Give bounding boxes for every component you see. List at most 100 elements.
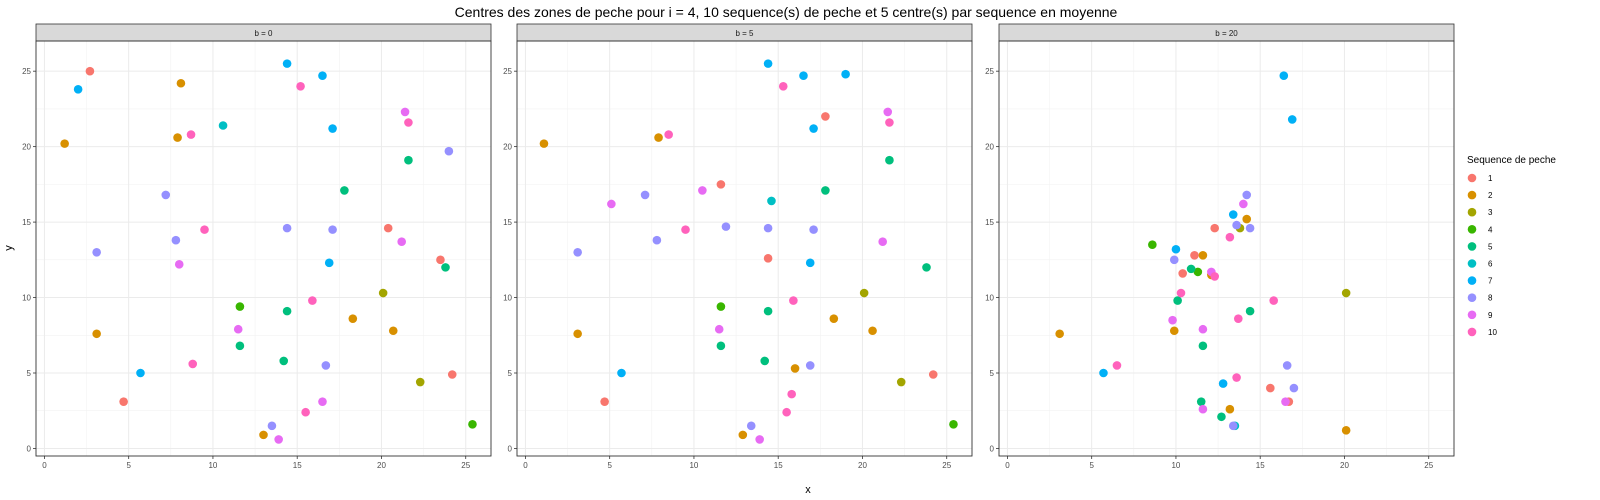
data-point [1055, 329, 1064, 339]
data-point [404, 118, 413, 127]
data-point [763, 59, 773, 68]
data-point [1232, 373, 1241, 382]
data-point [404, 155, 413, 165]
data-point [714, 324, 724, 334]
data-point [259, 430, 268, 440]
data-point [681, 225, 690, 234]
data-point [805, 361, 815, 370]
plot-background [36, 41, 491, 456]
data-point [1168, 315, 1177, 325]
data-point [235, 341, 245, 351]
data-point [763, 223, 773, 233]
data-point [760, 356, 770, 366]
data-point [1282, 361, 1292, 370]
data-point [1112, 361, 1122, 370]
data-point [841, 69, 850, 79]
y-tick-label: 20 [22, 143, 31, 152]
data-point [640, 190, 650, 200]
data-point [805, 258, 815, 268]
data-point [885, 118, 894, 127]
y-tick-label: 20 [503, 143, 512, 152]
data-point [1225, 232, 1235, 242]
y-tick-label: 5 [508, 369, 513, 378]
data-point [809, 225, 818, 234]
data-point [573, 329, 582, 339]
data-point [539, 139, 549, 148]
data-point [444, 146, 454, 156]
data-point [383, 223, 393, 233]
data-point [746, 421, 756, 431]
data-point [200, 225, 209, 234]
legend-key [1467, 293, 1477, 303]
data-point [235, 302, 245, 311]
data-point [1245, 223, 1255, 233]
data-point [296, 81, 305, 91]
data-point [885, 155, 894, 165]
x-tick-label: 20 [858, 461, 867, 470]
data-point [1217, 412, 1226, 422]
facet-strip-label: b = 0 [254, 29, 273, 38]
legend-key [1467, 310, 1477, 320]
y-tick-label: 10 [22, 294, 31, 303]
data-point [829, 314, 839, 323]
data-point [664, 130, 673, 139]
x-tick-label: 20 [1340, 461, 1349, 470]
data-point [1169, 326, 1179, 336]
legend-key [1467, 327, 1477, 337]
data-point [73, 84, 83, 94]
panel-border [516, 40, 973, 457]
x-tick-label: 25 [461, 461, 470, 470]
data-point [778, 81, 788, 91]
x-tick-label: 0 [1005, 461, 1010, 470]
data-point [721, 222, 731, 231]
data-point [186, 130, 196, 139]
x-tick-label: 15 [293, 461, 302, 470]
data-point [763, 254, 773, 263]
data-point [1198, 404, 1208, 414]
data-point [119, 397, 128, 406]
legend-label: 4 [1488, 225, 1493, 234]
facet-strip-label: b = 20 [1215, 29, 1238, 38]
data-point [92, 329, 101, 339]
y-tick-label: 20 [985, 143, 994, 152]
y-tick-label: 0 [27, 444, 32, 453]
data-point [716, 180, 726, 189]
data-point [1171, 244, 1181, 254]
data-point [868, 326, 877, 336]
data-point [1228, 210, 1238, 219]
legend-key [1467, 173, 1477, 183]
data-point [174, 260, 184, 269]
x-tick-label: 20 [377, 461, 386, 470]
data-point [348, 314, 358, 323]
data-point [415, 377, 425, 387]
data-point [767, 196, 776, 206]
data-point [136, 368, 145, 378]
data-point [441, 263, 450, 272]
data-point [1225, 404, 1235, 414]
data-point [1176, 288, 1186, 298]
data-point [1099, 368, 1108, 378]
data-point [1287, 115, 1297, 124]
y-tick-label: 5 [990, 369, 995, 378]
data-point [716, 341, 726, 351]
y-tick-label: 0 [990, 444, 995, 453]
facet-panels: b = 0 0 5 10 15 20 25 0 5 10 15 20 25 b = 5 0 5 10 15 20 25… [22, 23, 1455, 470]
data-point [1242, 190, 1252, 200]
facet-strip-label: b = 5 [735, 29, 754, 38]
data-point [799, 71, 808, 81]
data-point [922, 263, 931, 272]
data-point [1242, 214, 1252, 224]
facet-panel: b = 5 0 5 10 15 20 25 0 5 10 15 20 25 [503, 23, 973, 470]
data-point [161, 190, 171, 200]
legend-key [1467, 259, 1477, 268]
data-point [60, 139, 69, 148]
plot-background [517, 41, 972, 456]
data-point [218, 121, 228, 130]
data-point [279, 356, 289, 366]
data-point [607, 199, 616, 209]
data-point [949, 420, 958, 429]
data-point [652, 235, 662, 245]
data-point [1169, 255, 1179, 265]
data-point [388, 326, 398, 336]
data-point [600, 397, 609, 406]
